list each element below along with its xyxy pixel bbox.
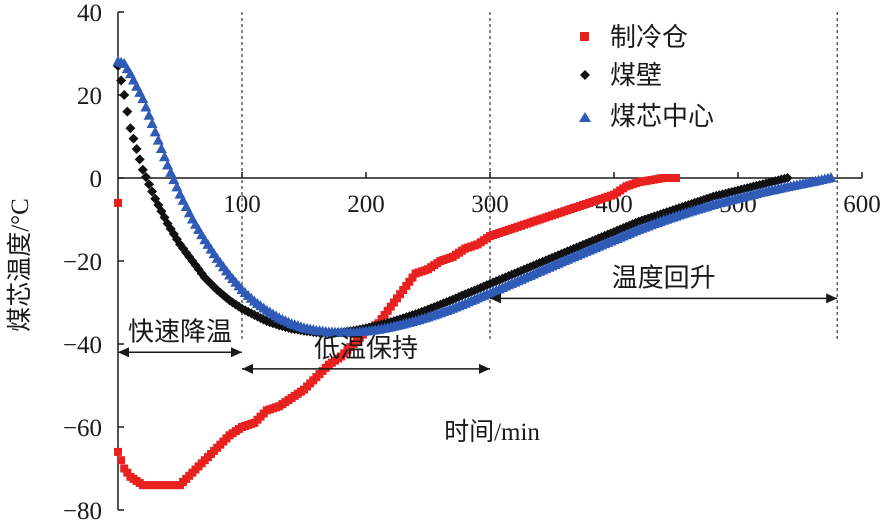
x-tick-label: 600 — [843, 191, 881, 218]
phase-label: 温度回升 — [612, 263, 716, 292]
y-tick-label: 40 — [77, 0, 102, 27]
legend-item-coal-core: 煤芯中心 — [579, 102, 714, 131]
legend-diamond-marker-icon — [580, 70, 590, 80]
data-point-triangle — [143, 109, 155, 120]
phase-annotation: 低温保持 — [242, 334, 490, 370]
data-point-diamond — [144, 179, 154, 190]
legend-label-refrigeration: 制冷仓 — [610, 23, 688, 52]
data-point-triangle — [146, 118, 158, 129]
data-point-square — [117, 456, 126, 465]
arrow-head-icon — [490, 293, 501, 304]
data-point-triangle — [171, 181, 183, 192]
phase-label: 低温保持 — [314, 334, 418, 363]
phase-label: 快速降温 — [128, 317, 232, 346]
data-point-triangle — [168, 174, 180, 185]
data-point-square — [380, 310, 389, 319]
x-axis-title: 时间/min — [444, 418, 540, 446]
x-tick-label: 300 — [471, 191, 509, 218]
x-tick-label: 100 — [223, 191, 261, 218]
y-tick-label: 0 — [90, 166, 103, 193]
data-point-triangle — [825, 172, 837, 182]
data-point-diamond — [116, 75, 127, 86]
data-point-diamond — [782, 173, 793, 183]
arrow-head-icon — [479, 363, 490, 374]
data-point-triangle — [152, 134, 164, 145]
series-coal-core — [112, 55, 837, 337]
arrow-head-icon — [826, 293, 838, 304]
data-point-diamond — [137, 164, 148, 175]
data-point-triangle — [137, 93, 149, 104]
y-tick-label: −40 — [63, 332, 102, 359]
legend-triangle-marker-icon — [579, 112, 591, 122]
data-point-diamond — [122, 106, 133, 117]
data-point-square — [402, 281, 411, 290]
data-point-square — [389, 298, 398, 307]
y-tick-label: −60 — [63, 415, 102, 442]
data-point-triangle — [149, 126, 161, 137]
legend-item-coal-wall: 煤壁 — [580, 61, 662, 90]
arrow-head-icon — [118, 347, 129, 358]
series-layer — [112, 55, 837, 490]
data-point-diamond — [140, 171, 151, 182]
x-tick-label: 200 — [347, 191, 385, 218]
legend-label-coal-core: 煤芯中心 — [610, 102, 714, 131]
data-point-square — [393, 294, 401, 303]
phase-annotation: 温度回升 — [490, 263, 838, 300]
y-tick-label: 20 — [77, 83, 102, 110]
data-point-diamond — [119, 90, 130, 100]
data-point-diamond — [128, 133, 139, 144]
series-refrigeration — [114, 174, 680, 490]
data-point-triangle — [140, 101, 152, 112]
data-point-square — [386, 302, 395, 311]
data-point-square — [396, 290, 405, 299]
data-point-square — [114, 198, 122, 207]
data-point-diamond — [131, 143, 142, 154]
arrow-head-icon — [231, 347, 242, 358]
phase-annotation: 快速降温 — [118, 317, 242, 354]
phase-divider-lines — [241, 12, 838, 340]
legend-square-marker-icon — [580, 32, 589, 41]
y-axis-ticks: 40 20 0 −20 −40 −60 −80 — [63, 0, 124, 523]
data-point-square — [672, 174, 680, 182]
data-point-diamond — [125, 123, 136, 134]
data-point-diamond — [147, 186, 158, 197]
data-point-square — [114, 447, 122, 456]
data-point-diamond — [181, 247, 192, 258]
legend: 制冷仓 煤壁 煤芯中心 — [579, 23, 714, 131]
data-point-square — [408, 273, 417, 282]
y-tick-label: −20 — [63, 249, 102, 276]
data-point-triangle — [162, 159, 174, 170]
data-point-square — [377, 315, 386, 324]
data-point-square — [383, 306, 392, 315]
data-point-square — [405, 277, 414, 286]
y-axis-title: 煤芯温度/°C — [6, 198, 34, 332]
data-point-triangle — [159, 151, 170, 162]
y-tick-label: −80 — [63, 498, 102, 523]
data-point-diamond — [134, 154, 145, 165]
data-point-square — [399, 286, 408, 295]
data-point-triangle — [165, 166, 177, 177]
legend-item-refrigeration: 制冷仓 — [580, 23, 688, 52]
arrow-head-icon — [242, 363, 253, 374]
legend-label-coal-wall: 煤壁 — [610, 61, 662, 90]
data-point-triangle — [155, 142, 167, 153]
data-point-square — [120, 464, 129, 473]
data-point-square — [123, 468, 132, 477]
